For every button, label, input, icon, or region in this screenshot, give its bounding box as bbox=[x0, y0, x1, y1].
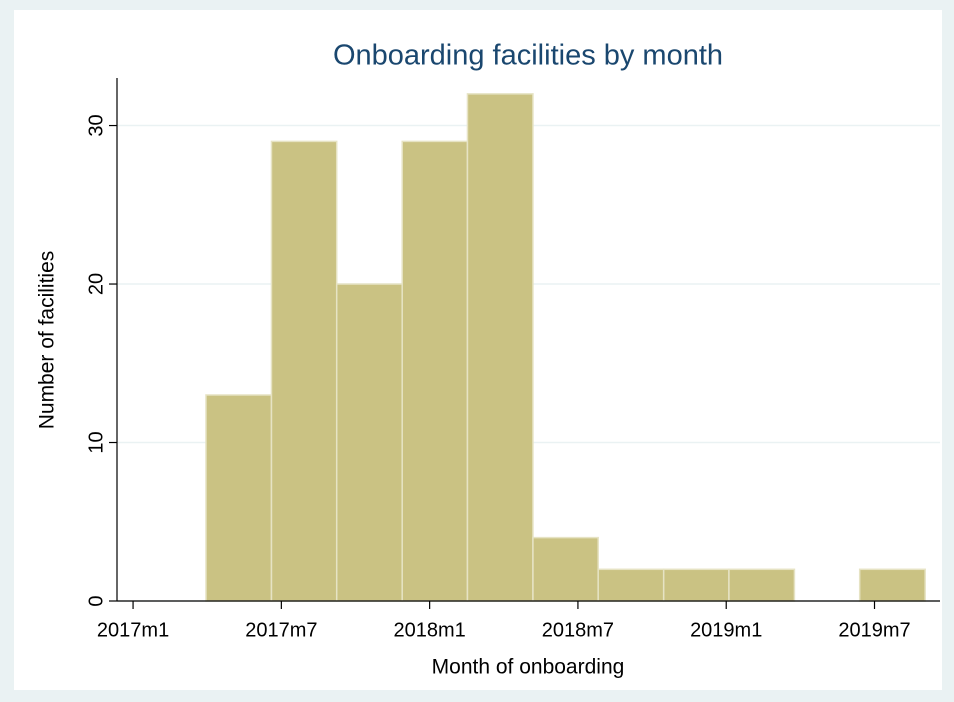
chart-title: Onboarding facilities by month bbox=[333, 40, 723, 72]
y-tick-label: 20 bbox=[85, 273, 107, 295]
bar bbox=[858, 568, 926, 602]
x-tick-label: 2019m1 bbox=[690, 619, 762, 641]
x-tick-label: 2019m7 bbox=[838, 619, 910, 641]
bar bbox=[335, 283, 403, 602]
x-tick-label: 2017m1 bbox=[97, 619, 169, 641]
y-tick-label: 30 bbox=[85, 114, 107, 136]
bar bbox=[205, 394, 273, 602]
x-tick-label: 2018m7 bbox=[542, 619, 614, 641]
x-axis-label: Month of onboarding bbox=[432, 656, 625, 679]
x-tick-label: 2017m7 bbox=[245, 619, 317, 641]
bar bbox=[728, 568, 796, 602]
bar bbox=[401, 140, 469, 602]
y-axis-label: Number of facilities bbox=[36, 251, 59, 430]
bar bbox=[532, 536, 599, 602]
bar bbox=[270, 140, 338, 602]
y-tick-label: 10 bbox=[85, 431, 107, 453]
bar bbox=[597, 568, 665, 602]
bar bbox=[662, 568, 730, 602]
x-tick-label: 2018m1 bbox=[394, 619, 466, 641]
y-tick-label: 0 bbox=[85, 595, 107, 606]
bar bbox=[466, 93, 534, 602]
